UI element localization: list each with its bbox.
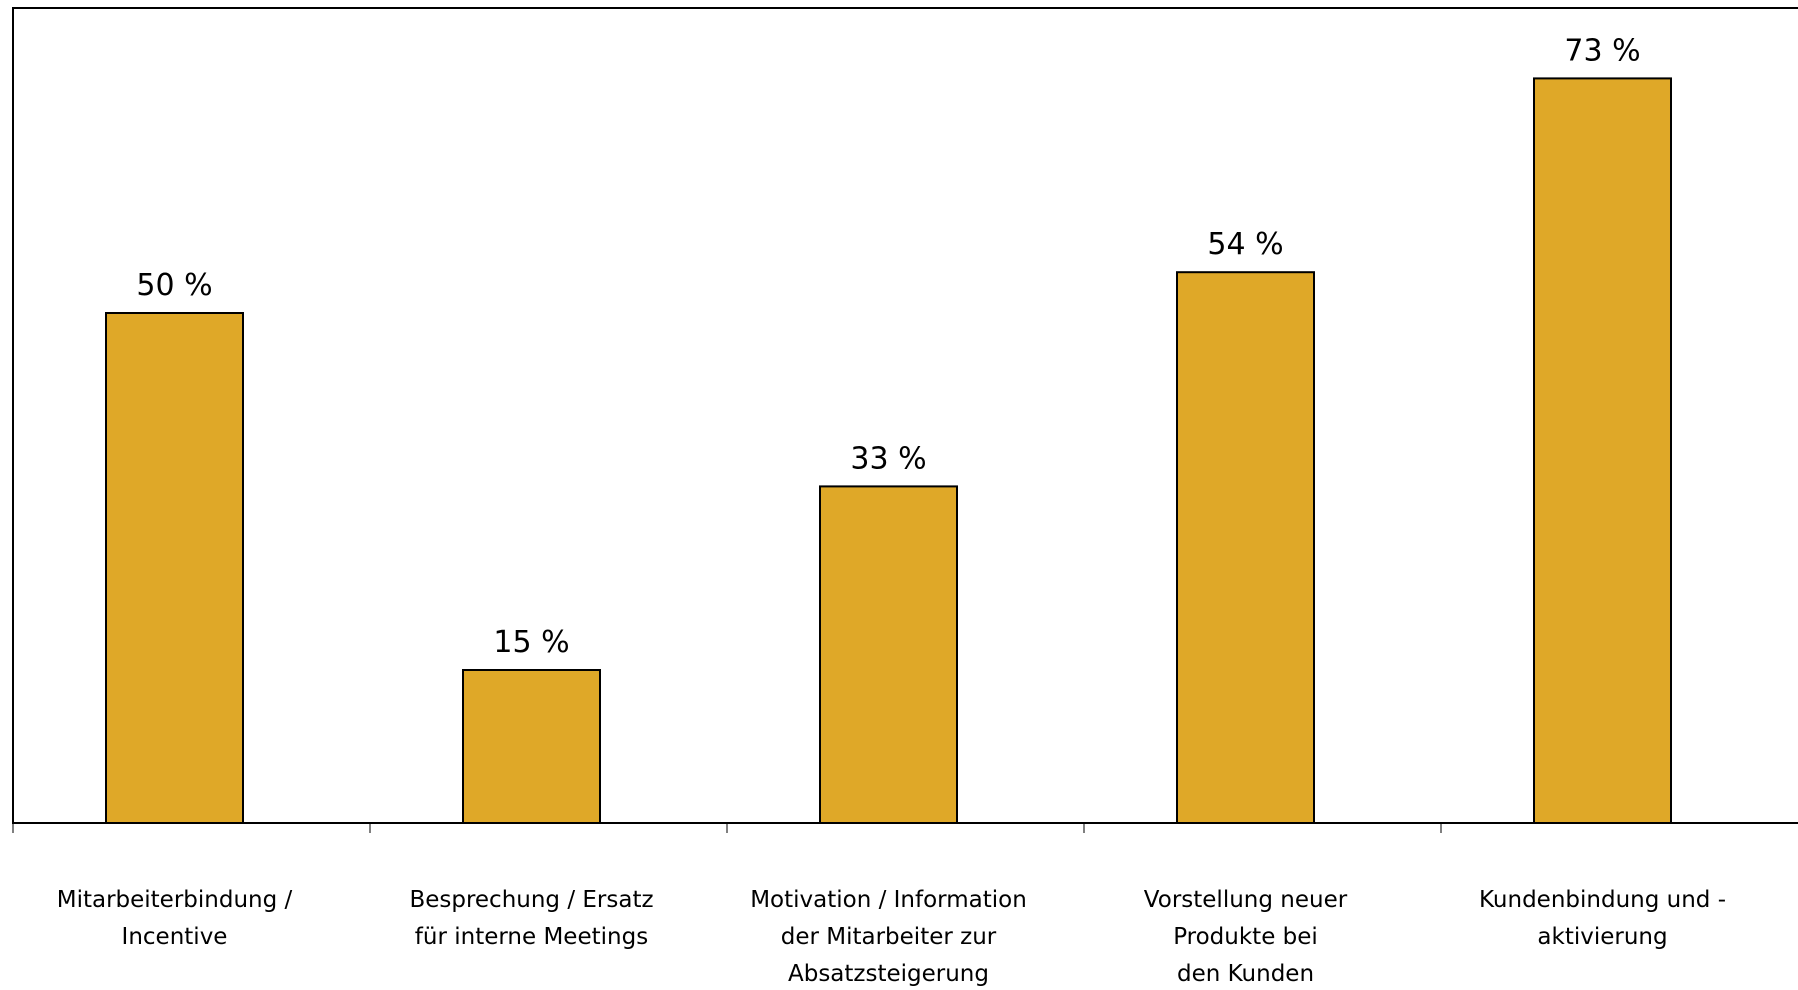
x-axis-tick-labels: Mitarbeiterbindung / Incentive Besprechung… [57,887,1726,987]
bar-4 [1176,271,1315,824]
value-label-3: 33 % [850,441,926,476]
value-label-4: 54 % [1207,227,1283,262]
category-label-2: Besprechung / Ersatz für interne Meetings [409,887,653,950]
bar-1 [105,312,244,824]
bars-layer [105,77,1672,824]
category-label-4: Vorstellung neuer Produkte bei den Kunden [1144,887,1348,986]
bar-3 [819,485,958,824]
value-label-2: 15 % [493,625,569,660]
value-labels-layer: 50 % 15 % 33 % 54 % 73 % [136,33,1640,660]
category-label-5: Kundenbindung und -aktivierung [1479,887,1726,950]
category-label-1: Mitarbeiterbindung / Incentive [57,887,293,950]
bar-2 [462,669,601,824]
value-label-5: 73 % [1564,33,1640,68]
bar-5 [1533,77,1672,824]
x-axis-ticks [12,823,1442,833]
value-label-1: 50 % [136,268,212,303]
category-label-3: Motivation / Information der Mitarbeiter … [750,887,1027,986]
